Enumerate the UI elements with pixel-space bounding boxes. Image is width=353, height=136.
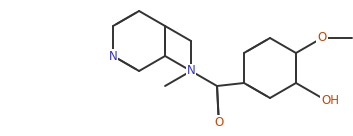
Text: OH: OH [321,95,339,107]
Text: N: N [109,50,118,63]
Text: O: O [214,115,223,129]
Text: O: O [317,32,327,44]
Text: N: N [187,64,196,78]
